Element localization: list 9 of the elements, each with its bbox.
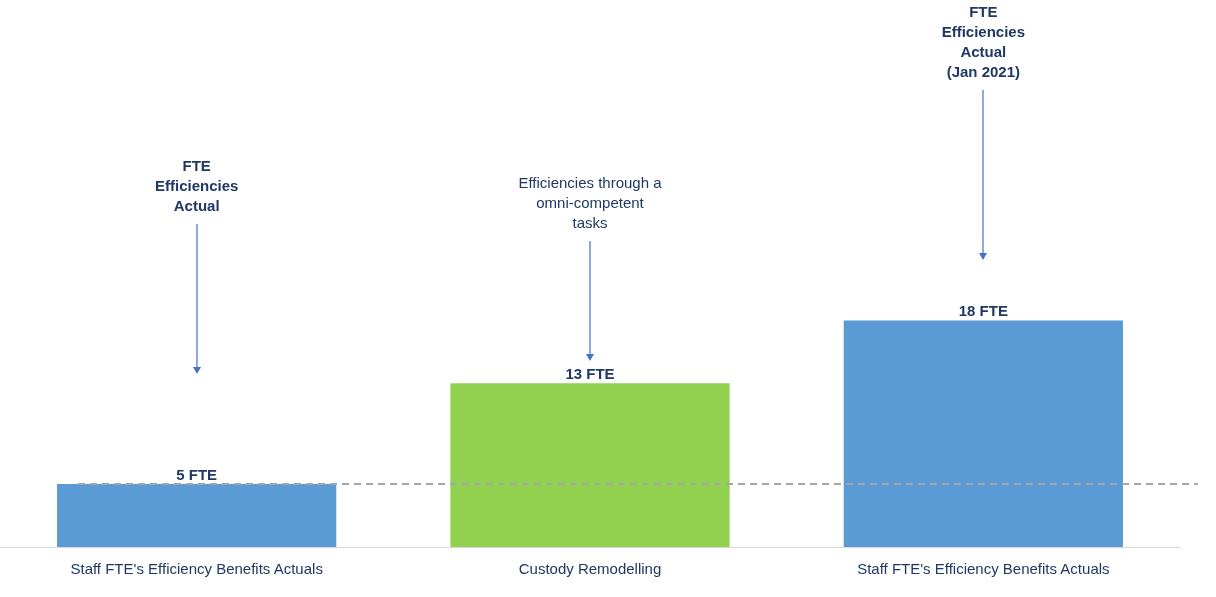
data-label: 5 FTE [176, 465, 218, 483]
x-tick-label: Staff FTE's Efficiency Benefits Actuals [70, 560, 323, 578]
text: FTE Efficiencies Actual (Jan 2021) [941, 3, 1026, 81]
data-label: 18 FTE [958, 302, 1008, 320]
text: FTE Efficiencies Actual [154, 156, 239, 214]
text: Efficiencies through a omni-competent tasks [518, 174, 663, 231]
x-tick-label: Staff FTE's Efficiency Benefits Actuals [857, 560, 1110, 578]
x-tick-label: Custody Remodelling [518, 560, 662, 578]
data-label: 13 FTE [565, 365, 615, 382]
